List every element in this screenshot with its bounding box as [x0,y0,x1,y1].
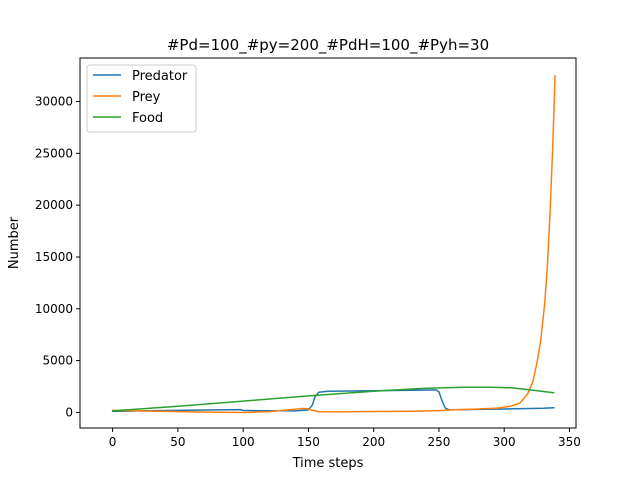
legend-box [86,64,197,133]
x-tick-label: 50 [170,435,185,449]
legend-label-food: Food [132,111,163,126]
y-tick-label: 30000 [35,95,73,109]
y-tick-label: 15000 [35,250,73,264]
x-tick-label: 300 [493,435,516,449]
chart-title: #Pd=100_#py=200_#PdH=100_#Pyh=30 [167,36,489,55]
series-line-prey [111,74,556,414]
y-tick-label: 20000 [35,198,73,212]
x-tick-label: 250 [427,435,450,449]
plot-area: 0 50 100 150 200 250 300 350 0 5000 10000 15000 200… [35,57,581,449]
y-tick-label: 10000 [35,302,73,316]
plot-frame [79,57,577,429]
x-tick-label: 350 [558,435,581,449]
legend: Predator Prey Food [86,64,197,133]
x-tick-label: 0 [109,435,117,449]
series-layer [111,74,556,414]
x-tick-label: 200 [362,435,385,449]
x-axis-label: Time steps [292,456,364,471]
x-tick-label: 150 [297,435,320,449]
x-tick-label: 100 [232,435,255,449]
y-tick-label: 0 [65,405,73,419]
y-tick-label: 5000 [42,354,73,368]
legend-label-prey: Prey [132,90,161,105]
legend-label-predator: Predator [132,69,188,84]
x-axis: 0 50 100 150 200 250 300 350 [109,428,581,449]
y-axis-label: Number [7,216,22,269]
y-tick-label: 25000 [35,146,73,160]
series-line-food [111,386,555,412]
y-axis: 0 5000 10000 15000 20000 25000 30000 [35,95,80,419]
